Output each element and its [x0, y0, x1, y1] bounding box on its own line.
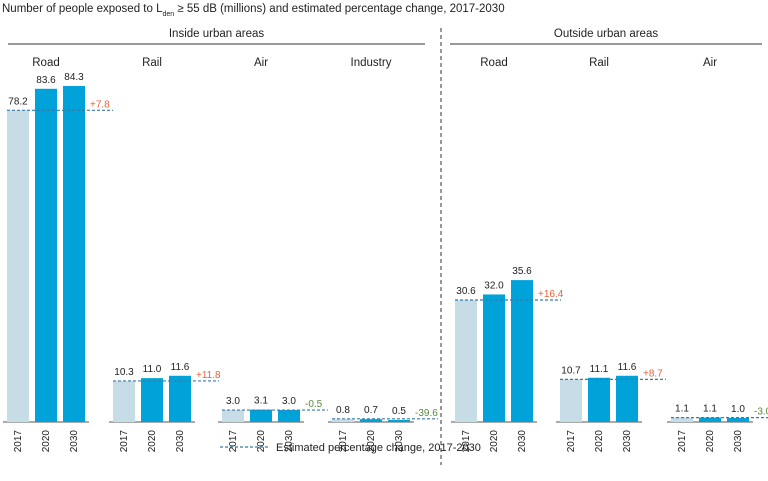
data-label: 0.5 [392, 406, 406, 417]
bar [141, 378, 163, 422]
change-label: +11.8 [196, 370, 221, 381]
chart-title: Number of people exposed to Lden ≥ 55 dB… [2, 3, 505, 18]
tick-label: 2017 [461, 430, 472, 453]
change-label: +8.7 [643, 368, 663, 379]
bar [671, 417, 693, 422]
tick-label: 2020 [41, 430, 52, 453]
bar [699, 417, 721, 422]
tick-label: 2030 [394, 430, 405, 453]
bar [560, 379, 582, 422]
bar [278, 410, 300, 422]
title-part-before: Number of people exposed to L [2, 3, 163, 15]
chart-body: Inside urban areas Road 78.2 2017 83.6 2020 84… [3, 28, 768, 465]
bar [455, 300, 477, 422]
data-label: 10.7 [561, 365, 581, 376]
tick-label: 2030 [284, 430, 295, 453]
legend-label: Estimated percentage change, 2017-2030 [276, 442, 481, 454]
data-label: 11.1 [590, 364, 609, 375]
bar [332, 418, 354, 422]
tick-label: 2017 [228, 430, 239, 453]
bar [483, 294, 505, 422]
bar [113, 380, 135, 422]
bar [250, 409, 272, 422]
bar [588, 377, 610, 422]
data-label: 10.3 [114, 367, 134, 378]
data-label: 1.1 [675, 404, 689, 415]
tick-label: 2020 [705, 430, 716, 453]
bar [169, 375, 191, 422]
group-label: Rail [142, 57, 162, 69]
tick-label: 2020 [147, 430, 158, 453]
data-label: 3.0 [282, 396, 296, 407]
tick-label: 2030 [175, 430, 186, 453]
group-label: Air [703, 57, 717, 69]
bar [7, 110, 29, 422]
data-label: 11.6 [618, 362, 637, 373]
tick-label: 2030 [622, 430, 633, 453]
group-label: Rail [589, 57, 609, 69]
data-label: 30.6 [456, 286, 476, 297]
data-label: 83.6 [36, 75, 56, 86]
tick-label: 2017 [119, 430, 130, 453]
tick-label: 2030 [69, 430, 80, 453]
data-label: 0.8 [336, 405, 350, 416]
bar [222, 410, 244, 422]
tick-label: 2030 [733, 430, 744, 453]
tick-label: 2017 [338, 430, 349, 453]
data-label: 11.0 [143, 364, 162, 375]
group-label: Industry [351, 57, 392, 69]
bar [511, 280, 533, 422]
tick-label: 2017 [677, 430, 688, 453]
change-label: -39.6 [415, 408, 438, 419]
data-label: 78.2 [8, 96, 28, 107]
change-label: +16.4 [538, 289, 564, 300]
data-label: 0.7 [364, 405, 378, 416]
change-label: -3.0 [754, 407, 768, 418]
tick-label: 2020 [594, 430, 605, 453]
tick-label: 2020 [489, 430, 500, 453]
bar [35, 88, 57, 422]
data-label: 35.6 [512, 266, 532, 277]
region-title: Outside urban areas [554, 28, 658, 40]
tick-label: 2020 [256, 430, 267, 453]
data-label: 3.1 [254, 396, 268, 407]
tick-label: 2017 [13, 430, 24, 453]
tick-label: 2017 [566, 430, 577, 453]
change-label: -0.5 [305, 399, 323, 410]
change-label: +7.8 [90, 99, 110, 110]
bar [727, 418, 749, 422]
title-part-after: ≥ 55 dB (millions) and estimated percent… [174, 3, 504, 15]
group-label: Road [480, 57, 508, 69]
tick-label: 2030 [517, 430, 528, 453]
tick-label: 2020 [366, 430, 377, 453]
bar [388, 420, 410, 422]
group-label: Air [254, 57, 268, 69]
region-title: Inside urban areas [169, 28, 265, 40]
group-label: Road [32, 57, 60, 69]
data-label: 11.6 [171, 362, 190, 373]
bar [616, 375, 638, 422]
data-label: 32.0 [484, 280, 504, 291]
bar [360, 419, 382, 422]
title-part-subscript: den [162, 11, 174, 18]
bar [63, 86, 85, 422]
data-label: 3.0 [226, 396, 240, 407]
data-label: 1.1 [703, 404, 717, 415]
data-label: 84.3 [64, 72, 84, 83]
data-label: 1.0 [731, 404, 745, 415]
